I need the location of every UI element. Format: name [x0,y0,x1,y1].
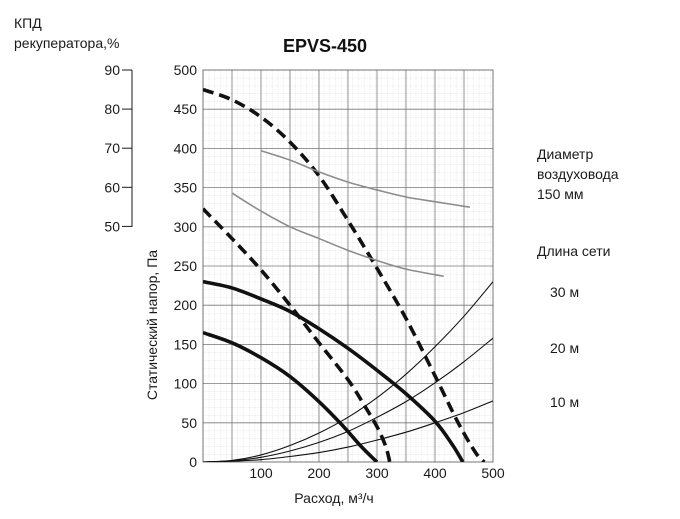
network-length-10: 10 м [550,394,579,410]
x-tick-label: 300 [365,465,389,481]
series-curve-8 [203,337,493,462]
chart-title: EPVS-450 [283,36,367,56]
x-tick-label: 200 [307,465,331,481]
efficiency-tick-label: 80 [104,101,120,117]
efficiency-tick-label: 50 [104,218,120,234]
duct-diameter-label-2: воздуховода [537,166,619,182]
x-axis-label: Расход, м³/ч [294,490,373,506]
series-curve-7 [203,281,493,462]
y-tick-label: 450 [174,101,198,117]
y-tick-label: 250 [174,258,198,274]
efficiency-tick-label: 60 [104,179,120,195]
efficiency-tick-labels: 90 80 70 60 50 [104,62,132,234]
y-tick-label: 300 [174,219,198,235]
x-tick-label: 400 [423,465,447,481]
duct-diameter-label-3: 150 мм [537,186,584,202]
series-curve-6 [231,192,444,277]
y-tick-labels: 0 50 100 150 200 250 300 350 400 450 500 [174,62,198,470]
y-tick-label: 400 [174,140,198,156]
y-tick-label: 350 [174,180,198,196]
series-curve-1 [203,87,486,462]
y-tick-label: 100 [174,376,198,392]
y-tick-label: 150 [174,336,198,352]
y-tick-label: 0 [189,454,197,470]
curves [203,87,493,462]
series-curve-3 [203,279,465,462]
x-tick-label: 100 [249,465,273,481]
major-grid [203,70,493,462]
y-axis-label: Статический напор, Па [144,250,160,400]
efficiency-tick-label: 70 [104,140,120,156]
y-tick-label: 500 [174,62,198,78]
x-tick-label: 500 [481,465,505,481]
plot-frame [202,69,494,463]
y-tick-label: 50 [181,415,197,431]
efficiency-axis-label-1: КПД [14,15,42,31]
efficiency-tick-label: 90 [104,62,120,78]
y-tick-label: 200 [174,297,198,313]
series-curve-2 [203,207,392,462]
duct-diameter-label-1: Диаметр [537,146,593,162]
network-length-30: 30 м [550,284,579,300]
network-length-title: Длина сети [537,243,610,259]
x-tick-labels: 100 200 300 400 500 [249,465,505,481]
series-curve-9 [203,400,493,462]
series-curve-5 [260,149,470,208]
efficiency-axis-label-2: рекуператора,% [14,35,119,51]
series-curve-4 [203,330,379,462]
network-length-20: 20 м [550,340,579,356]
